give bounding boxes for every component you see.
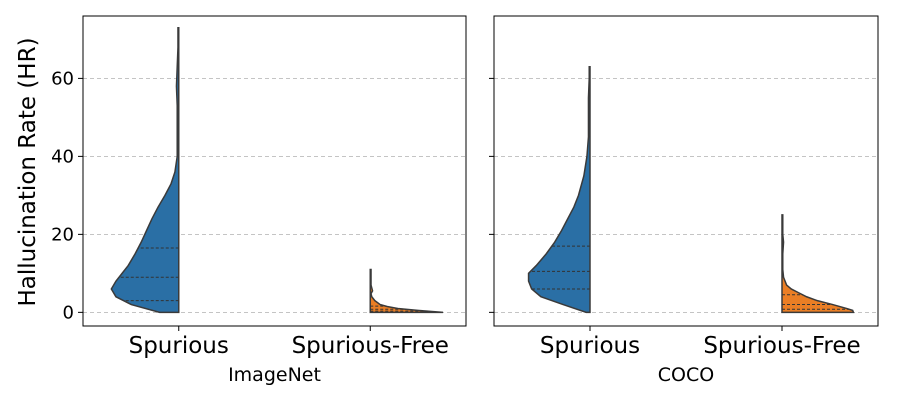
x-tick-label: Spurious-Free <box>292 333 449 359</box>
violin-spurious <box>527 65 591 314</box>
y-tick-label: 20 <box>51 224 74 245</box>
y-tick-label: 40 <box>51 146 74 167</box>
x-tick-label: Spurious <box>540 333 640 359</box>
panel-xlabel: ImageNet <box>228 364 321 386</box>
violin-spurious-free <box>369 268 444 314</box>
violin-spurious-free <box>781 214 855 314</box>
panel-xlabel: COCO <box>658 364 714 386</box>
violin-spurious <box>110 26 180 314</box>
axes-frame <box>82 15 467 327</box>
axes-frame <box>493 15 879 327</box>
y-tick-label: 60 <box>51 68 74 89</box>
y-axis-label: Hallucination Rate (HR) <box>15 37 41 306</box>
x-tick-label: Spurious-Free <box>703 333 860 359</box>
y-tick-label: 0 <box>63 302 74 323</box>
x-tick-label: Spurious <box>129 333 229 359</box>
